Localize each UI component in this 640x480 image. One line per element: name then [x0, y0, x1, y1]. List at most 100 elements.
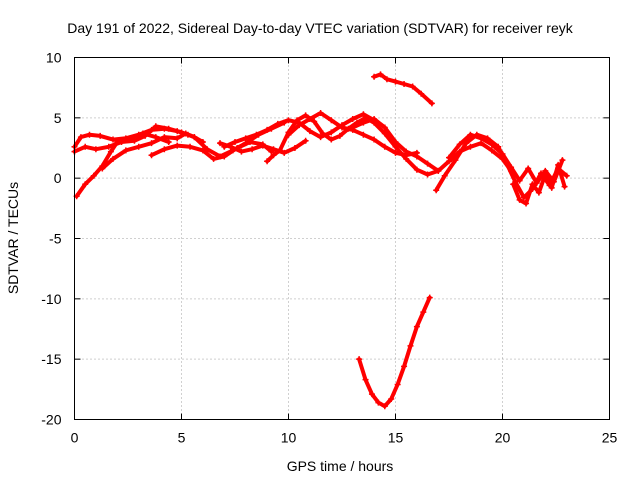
data-point — [110, 155, 117, 162]
data-point — [428, 100, 435, 107]
series-line — [350, 117, 514, 173]
series-track-14 — [371, 71, 435, 107]
data-point — [413, 153, 420, 160]
data-point — [291, 145, 298, 151]
data-point — [339, 124, 345, 131]
data-point — [413, 323, 420, 330]
data-point — [381, 143, 388, 150]
data-point — [371, 116, 378, 123]
series-line — [434, 132, 569, 200]
y-tick-label: 5 — [54, 110, 62, 126]
data-point — [148, 140, 155, 147]
data-point — [446, 154, 452, 161]
x-tick-label: 0 — [71, 430, 79, 446]
data-point — [456, 141, 463, 148]
data-point — [191, 134, 198, 141]
data-point — [107, 148, 114, 155]
data-point — [510, 181, 517, 188]
y-axis-label: SDTVAR / TECUs — [5, 182, 21, 294]
data-point — [86, 131, 93, 138]
data-point — [249, 146, 256, 153]
data-point — [296, 122, 303, 129]
data-point — [110, 136, 117, 143]
data-point — [516, 196, 523, 203]
data-point — [349, 116, 356, 123]
data-point — [328, 136, 335, 143]
data-point — [409, 83, 416, 90]
series-track-3 — [73, 130, 172, 200]
data-point — [148, 152, 155, 159]
y-tick-label: -5 — [49, 231, 62, 247]
data-point — [535, 189, 542, 196]
data-point — [371, 136, 378, 143]
data-point — [488, 141, 495, 148]
data-point — [388, 395, 395, 402]
data-point — [311, 118, 318, 125]
data-point — [394, 381, 401, 388]
series-track-9 — [217, 137, 309, 156]
data-point — [401, 81, 408, 88]
grid-lines — [74, 57, 610, 420]
data-point — [420, 309, 427, 316]
data-point — [221, 153, 228, 160]
series-line — [357, 295, 432, 409]
data-point — [122, 147, 129, 154]
series-track-5 — [148, 138, 275, 162]
data-point — [227, 143, 234, 150]
data-point — [424, 171, 431, 178]
data-point — [246, 138, 253, 145]
data-point — [336, 132, 343, 139]
data-point — [520, 194, 527, 201]
data-point — [368, 391, 375, 398]
data-point — [259, 142, 266, 149]
series-track-10 — [349, 116, 515, 174]
data-point — [174, 135, 181, 142]
data-point — [105, 143, 112, 150]
data-point — [165, 125, 172, 132]
x-axis-label: GPS time / hours — [287, 458, 394, 474]
y-tick-label: -15 — [41, 351, 61, 367]
data-point — [285, 117, 292, 124]
data-point — [360, 131, 367, 138]
data-point — [317, 110, 324, 117]
data-point — [182, 130, 189, 137]
series-line — [74, 131, 171, 199]
data-point — [204, 146, 211, 153]
data-point — [306, 116, 313, 123]
y-tick-label: 10 — [46, 50, 62, 66]
data-point — [499, 151, 506, 158]
y-tick-label: -20 — [41, 412, 61, 428]
data-point — [328, 117, 335, 124]
data-point — [392, 78, 399, 85]
data-point — [381, 403, 388, 410]
data-point — [77, 134, 84, 141]
x-tick-label: 25 — [602, 430, 618, 446]
data-point — [375, 399, 382, 406]
data-point — [508, 164, 515, 171]
data-point — [452, 157, 459, 164]
x-tick-label: 15 — [388, 430, 404, 446]
data-point — [97, 132, 104, 139]
series-line — [265, 113, 441, 177]
data-point — [161, 134, 168, 141]
data-series-layer — [71, 71, 570, 410]
x-tick-label: 20 — [495, 430, 511, 446]
data-point — [242, 135, 249, 142]
data-point — [294, 117, 301, 124]
data-point — [559, 157, 566, 164]
data-point — [413, 166, 420, 173]
series-track-15 — [356, 294, 433, 410]
data-point — [317, 134, 324, 141]
axis-ticks — [74, 57, 610, 420]
series-track-7 — [264, 112, 442, 178]
data-point — [360, 111, 367, 118]
data-point — [92, 146, 99, 153]
data-point — [403, 148, 410, 155]
data-point — [529, 181, 536, 188]
data-point — [533, 179, 540, 186]
data-point — [187, 143, 194, 150]
data-point — [270, 146, 277, 153]
data-point — [82, 181, 89, 188]
data-point — [356, 356, 363, 363]
data-point — [217, 140, 224, 147]
